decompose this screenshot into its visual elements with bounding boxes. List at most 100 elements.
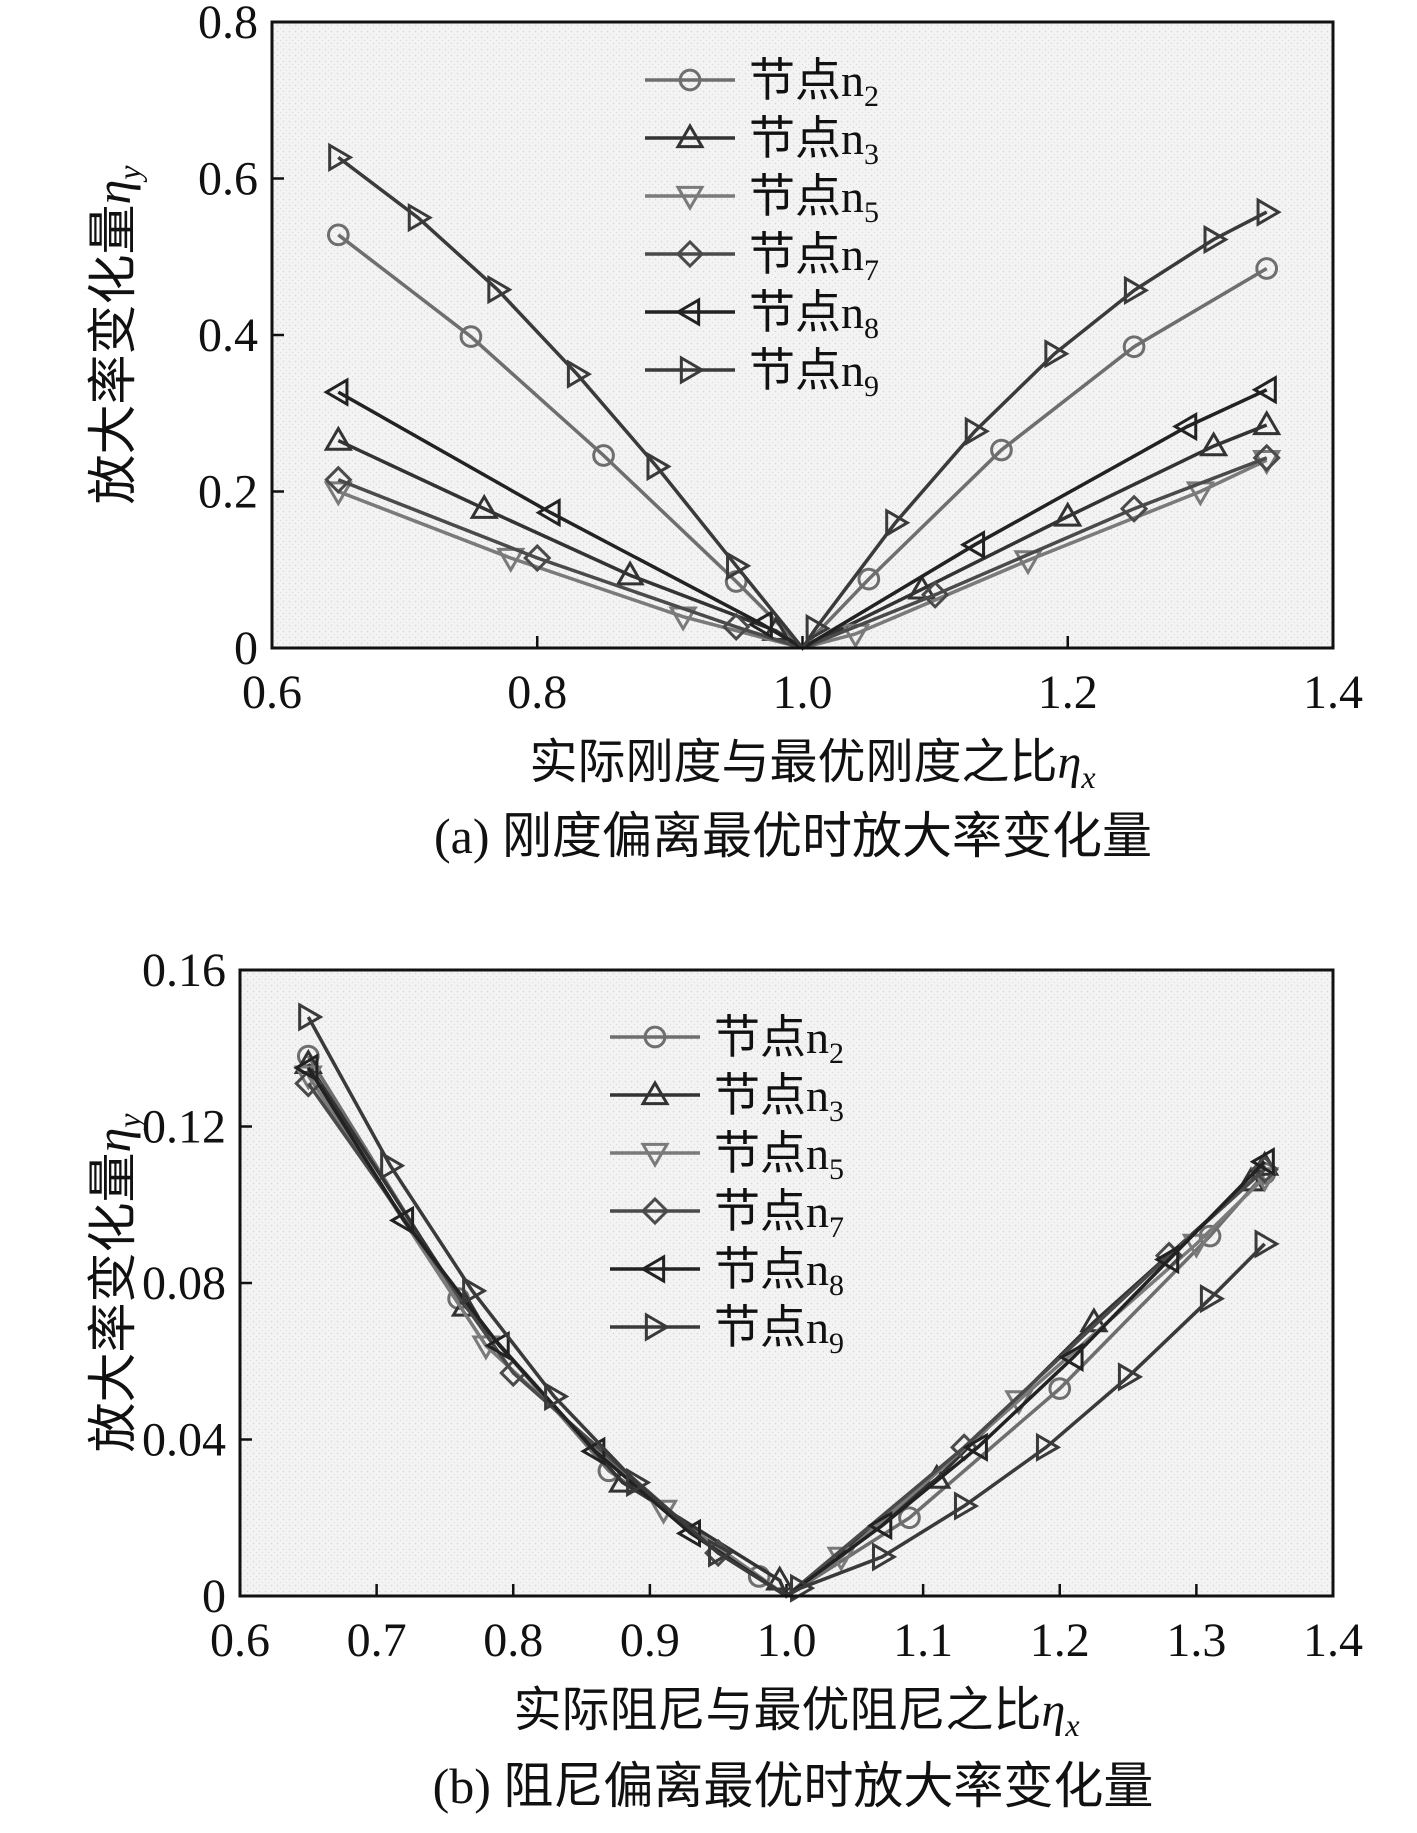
- legend-label: 节点n7: [749, 229, 879, 287]
- data-point-n3: [469, 493, 499, 519]
- legend-marker: [675, 123, 705, 149]
- x-tick-label: 0.7: [347, 1614, 407, 1667]
- x-tick-label: 1.2: [1030, 1614, 1090, 1667]
- data-point-n2: [1122, 335, 1146, 359]
- legend-label: 节点n8: [714, 1244, 844, 1302]
- x-tick-label: 1.3: [1166, 1614, 1226, 1667]
- legend-entry-n3: 节点n3: [610, 1070, 844, 1128]
- data-point-n2: [459, 325, 483, 348]
- legend-entry-n2: 节点n2: [610, 1012, 844, 1070]
- plot-frame: [238, 968, 1335, 1598]
- data-point-n9: [544, 1381, 570, 1412]
- legend-label: 节点n7: [714, 1186, 844, 1244]
- data-point-n9: [964, 416, 990, 446]
- data-point-n2: [592, 444, 615, 467]
- y-tick-label: 0.08: [142, 1257, 226, 1310]
- data-point-n7: [523, 543, 552, 573]
- data-point-n7: [1119, 494, 1149, 523]
- figure-caption: (b) 阻尼偏离最优时放大率变化量: [433, 1758, 1154, 1814]
- data-point-n9: [626, 1467, 652, 1498]
- x-tick-label: 1.4: [1303, 1614, 1363, 1667]
- data-point-n2: [1255, 257, 1279, 280]
- data-point-n9: [1123, 275, 1150, 306]
- legend-label: 节点n2: [714, 1012, 844, 1070]
- legend-entry-n8: 节点n8: [610, 1244, 844, 1302]
- x-tick-label: 0.6: [242, 666, 302, 719]
- legend-entry-n8: 节点n8: [645, 287, 879, 345]
- x-tick-label: 1.0: [757, 1614, 817, 1667]
- data-point-n9: [1256, 197, 1282, 227]
- data-point-n3: [907, 574, 937, 600]
- y-tick-label: 0.8: [198, 0, 258, 49]
- legend-marker: [675, 239, 705, 269]
- data-point-n8: [867, 1510, 893, 1541]
- legend-marker: [640, 1080, 670, 1106]
- data-point-n9: [1117, 1362, 1144, 1392]
- data-point-n9: [462, 1276, 488, 1306]
- data-point-n8: [1172, 411, 1198, 442]
- y-tick-label: 0.2: [198, 466, 258, 519]
- data-point-n9: [805, 613, 831, 644]
- legend-marker: [643, 1025, 667, 1049]
- legend-marker: [640, 1142, 670, 1168]
- legend-marker: [644, 1312, 670, 1342]
- legend-marker: [679, 355, 705, 385]
- data-point-n9: [1254, 1229, 1280, 1259]
- data-point-n8: [580, 1436, 606, 1466]
- legend-marker: [640, 1254, 666, 1284]
- y-axis-label: 放大率变化量ηy: [85, 1113, 147, 1453]
- legend-entry-n9: 节点n9: [610, 1302, 844, 1360]
- x-axis-label: 实际阻尼与最优阻尼之比ηx: [513, 1684, 1079, 1743]
- x-tick-label: 1.0: [773, 666, 833, 719]
- y-tick-label: 0.04: [142, 1414, 226, 1467]
- data-point-n9: [487, 275, 513, 305]
- y-tick-label: 0: [234, 622, 258, 675]
- data-point-n8: [962, 1432, 988, 1462]
- plot-frame: [270, 20, 1335, 650]
- legend-label: 节点n3: [749, 113, 879, 171]
- y-tick-label: 0.4: [198, 309, 258, 362]
- data-point-n9: [953, 1491, 980, 1521]
- data-point-n9: [328, 142, 354, 172]
- data-point-n3: [765, 1565, 795, 1591]
- data-point-n3: [1199, 431, 1229, 457]
- x-tick-label: 1.1: [893, 1614, 953, 1667]
- data-point-n5: [1013, 550, 1043, 576]
- y-tick-label: 0.6: [198, 153, 258, 206]
- series-node-n9: [298, 1002, 1280, 1603]
- x-tick-label: 0.9: [620, 1614, 680, 1667]
- data-point-n2: [990, 438, 1013, 462]
- series-node-n9: [328, 142, 1282, 651]
- legend-marker: [640, 1196, 670, 1226]
- x-tick-label: 1.4: [1303, 666, 1363, 719]
- data-point-n9: [380, 1151, 406, 1181]
- data-point-n8: [1154, 1244, 1180, 1275]
- x-tick-label: 1.2: [1038, 666, 1098, 719]
- legend-marker: [678, 68, 702, 92]
- data-point-n9: [871, 1542, 898, 1572]
- data-point-n8: [293, 1053, 319, 1083]
- data-point-n7: [722, 612, 751, 641]
- legend-label: 节点n8: [749, 287, 879, 345]
- x-axis-label: 实际刚度与最优刚度之比ηx: [529, 736, 1095, 795]
- data-point-n9: [566, 359, 593, 389]
- x-tick-label: 0.8: [507, 666, 567, 719]
- data-point-n2: [326, 223, 350, 247]
- data-point-n8: [1251, 375, 1277, 405]
- legend-label: 节点n9: [749, 345, 879, 403]
- legend-entry-n3: 节点n3: [645, 113, 879, 171]
- legend-entry-n9: 节点n9: [645, 345, 879, 403]
- legend-entry-n5: 节点n5: [610, 1128, 844, 1186]
- data-point-n7: [921, 580, 950, 609]
- data-point-n3: [1252, 410, 1282, 436]
- legend-label: 节点n2: [749, 55, 879, 113]
- chart-panel-a: 0.6 0.8 1.0 1.2 1.4 0 0.2 0.4 0.6 0.8 节点n2节点n3节点n5…: [85, 0, 1363, 864]
- y-tick-label: 0: [202, 1570, 226, 1623]
- data-point-n8: [1058, 1342, 1084, 1372]
- legend-entry-n7: 节点n7: [645, 229, 879, 287]
- data-point-n8: [323, 377, 349, 407]
- legend-label: 节点n9: [714, 1302, 844, 1360]
- data-point-n9: [726, 551, 752, 581]
